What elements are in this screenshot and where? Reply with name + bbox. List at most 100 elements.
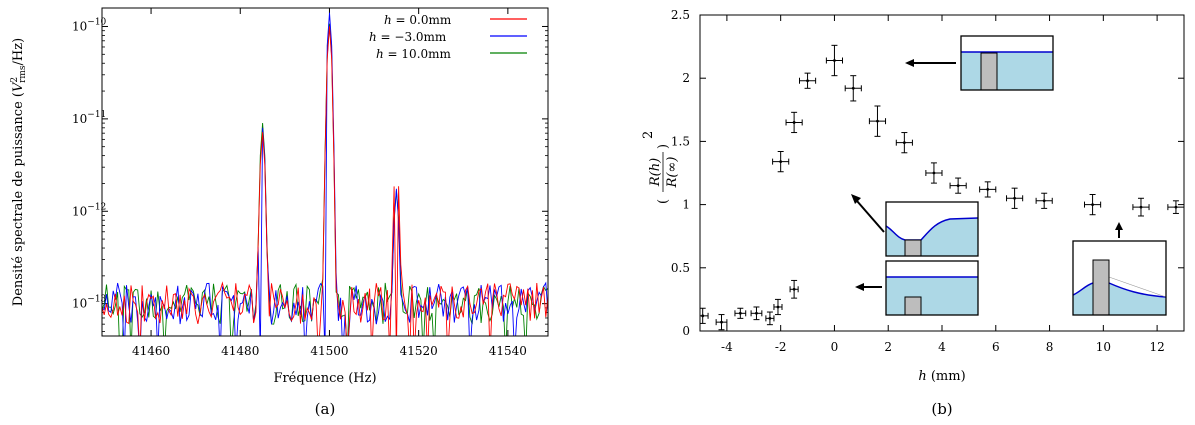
chart-b-xtick-label: 10 bbox=[1096, 340, 1111, 354]
inset-right-arrowhead bbox=[1115, 222, 1123, 230]
chart-b-point bbox=[844, 75, 862, 102]
chart-b-point bbox=[798, 72, 817, 89]
chart-b-marker bbox=[792, 287, 796, 291]
chart-b-ticks bbox=[700, 14, 1184, 332]
chart-b: -4 -2 0 2 4 6 8 10 12 0 0.5 1 1.5 2 2.5 bbox=[641, 8, 1185, 418]
chart-a-legend: h = 0.0mm h = −3.0mm h = 10.0mm bbox=[369, 13, 527, 61]
legend-label-1: h = −3.0mm bbox=[369, 30, 447, 44]
inset-mid bbox=[851, 194, 979, 257]
chart-a-frame bbox=[101, 7, 549, 337]
chart-b-point bbox=[1084, 193, 1102, 216]
inset-bottom-frame bbox=[885, 260, 979, 316]
chart-b-ylabel: ( R(h) R(∞) ) 2 bbox=[641, 131, 680, 204]
chart-b-marker bbox=[932, 171, 936, 175]
inset-bottom-arrowhead bbox=[855, 283, 864, 291]
inset-top-arrowhead bbox=[905, 59, 914, 67]
chart-a-ylabel: Densité spectrale de puissance (V2rms/Hz… bbox=[10, 38, 28, 306]
chart-b-marker bbox=[876, 119, 879, 123]
chart-b-xtick-label: 0 bbox=[831, 340, 839, 354]
inset-right bbox=[1072, 222, 1167, 316]
chart-b-marker bbox=[779, 160, 783, 164]
chart-a: 41460 41480 41500 41520 41540 10−13 10−12 10−11… bbox=[10, 7, 549, 418]
chart-b-xtick-label: 2 bbox=[884, 340, 892, 354]
inset-right-frame bbox=[1072, 240, 1167, 316]
chart-b-point bbox=[1035, 192, 1053, 209]
legend-label-0: h = 0.0mm bbox=[384, 13, 452, 27]
chart-b-marker bbox=[776, 305, 780, 309]
chart-b-marker bbox=[986, 188, 990, 191]
chart-b-marker bbox=[806, 79, 809, 83]
inset-mid-frame bbox=[885, 201, 979, 257]
chart-b-tick-labels: -4 -2 0 2 4 6 8 10 12 0 0.5 1 1.5 2 2.5 bbox=[671, 8, 1165, 354]
chart-b-frame bbox=[699, 14, 1185, 332]
inset-mid-arrowhead bbox=[851, 194, 861, 204]
inset-top bbox=[905, 35, 1054, 91]
chart-b-panel-label: (b) bbox=[931, 400, 952, 418]
chart-b-marker bbox=[701, 314, 705, 318]
chart-b-point bbox=[949, 177, 967, 194]
inset-top-post bbox=[980, 52, 998, 91]
chart-b-point bbox=[772, 151, 790, 173]
chart-b-ylabel-num: R(h) bbox=[648, 158, 663, 187]
chart-b-point bbox=[734, 307, 747, 319]
chart-a-xtick-label: 41460 bbox=[132, 344, 170, 358]
chart-b-point bbox=[789, 279, 799, 299]
chart-b-marker bbox=[755, 311, 758, 315]
chart-b-ytick-label: 2 bbox=[682, 71, 690, 85]
chart-b-marker bbox=[720, 320, 723, 324]
inset-bottom-post bbox=[904, 296, 922, 316]
chart-b-point bbox=[785, 111, 803, 134]
chart-a-xtick-label: 41480 bbox=[221, 344, 259, 358]
inset-top-water bbox=[961, 52, 1053, 90]
chart-b-xtick-label: 6 bbox=[992, 340, 1000, 354]
chart-b-points bbox=[700, 44, 1184, 331]
chart-b-xtick-label: -2 bbox=[775, 340, 787, 354]
chart-b-xtick-label: 12 bbox=[1149, 340, 1164, 354]
chart-b-point bbox=[979, 181, 997, 198]
chart-b-marker bbox=[738, 311, 742, 315]
chart-a-ytick-label: 10−13 bbox=[72, 295, 107, 311]
inset-mid-arrow bbox=[856, 200, 885, 233]
chart-b-point bbox=[715, 314, 728, 331]
chart-a-xtick-label: 41520 bbox=[400, 344, 438, 358]
inset-bottom bbox=[855, 260, 979, 316]
chart-b-marker bbox=[833, 59, 836, 62]
chart-a-xtick-label: 41540 bbox=[489, 344, 527, 358]
chart-b-ytick-label: 0 bbox=[682, 324, 690, 338]
chart-b-ylabel-exp: 2 bbox=[641, 131, 656, 139]
inset-bottom-water bbox=[886, 277, 978, 315]
chart-b-point bbox=[1006, 187, 1024, 209]
chart-a-ytick-label: 10−12 bbox=[72, 202, 106, 218]
chart-b-ytick-label: 2.5 bbox=[671, 8, 690, 22]
chart-b-ylabel-rparen: ) bbox=[656, 144, 671, 149]
inset-top-frame bbox=[960, 35, 1054, 91]
inset-right-guide bbox=[1108, 276, 1167, 298]
chart-b-marker bbox=[851, 86, 855, 90]
chart-b-marker bbox=[1013, 196, 1016, 200]
chart-b-point bbox=[825, 44, 844, 77]
chart-a-series-line bbox=[102, 12, 548, 336]
legend-label-2: h = 10.0mm bbox=[376, 47, 452, 61]
chart-b-point bbox=[1167, 200, 1184, 214]
chart-a-series-lines bbox=[102, 12, 548, 336]
chart-b-xtick-label: 4 bbox=[938, 340, 946, 354]
chart-a-xtick-label: 41500 bbox=[310, 344, 348, 358]
chart-b-ylabel-den: R(∞) bbox=[665, 157, 680, 189]
chart-a-ytick-label: 10−10 bbox=[72, 17, 107, 33]
chart-b-ytick-label: 0.5 bbox=[671, 261, 690, 275]
chart-b-marker bbox=[956, 184, 960, 188]
chart-b-point bbox=[750, 306, 763, 321]
chart-b-xlabel: h (mm) bbox=[918, 369, 965, 384]
chart-b-point bbox=[895, 132, 913, 154]
chart-b-point bbox=[1132, 197, 1150, 217]
chart-b-ytick-label: 1.5 bbox=[671, 134, 690, 148]
chart-b-point bbox=[925, 162, 943, 184]
chart-b-marker bbox=[1174, 205, 1178, 209]
inset-mid-post bbox=[904, 239, 922, 257]
chart-b-point bbox=[773, 298, 783, 316]
chart-a-ytick-label: 10−11 bbox=[72, 110, 106, 126]
chart-b-xtick-label: 8 bbox=[1046, 340, 1054, 354]
chart-b-marker bbox=[1042, 199, 1046, 203]
chart-a-tick-labels: 41460 41480 41500 41520 41540 10−13 10−12 10−11… bbox=[72, 17, 527, 358]
